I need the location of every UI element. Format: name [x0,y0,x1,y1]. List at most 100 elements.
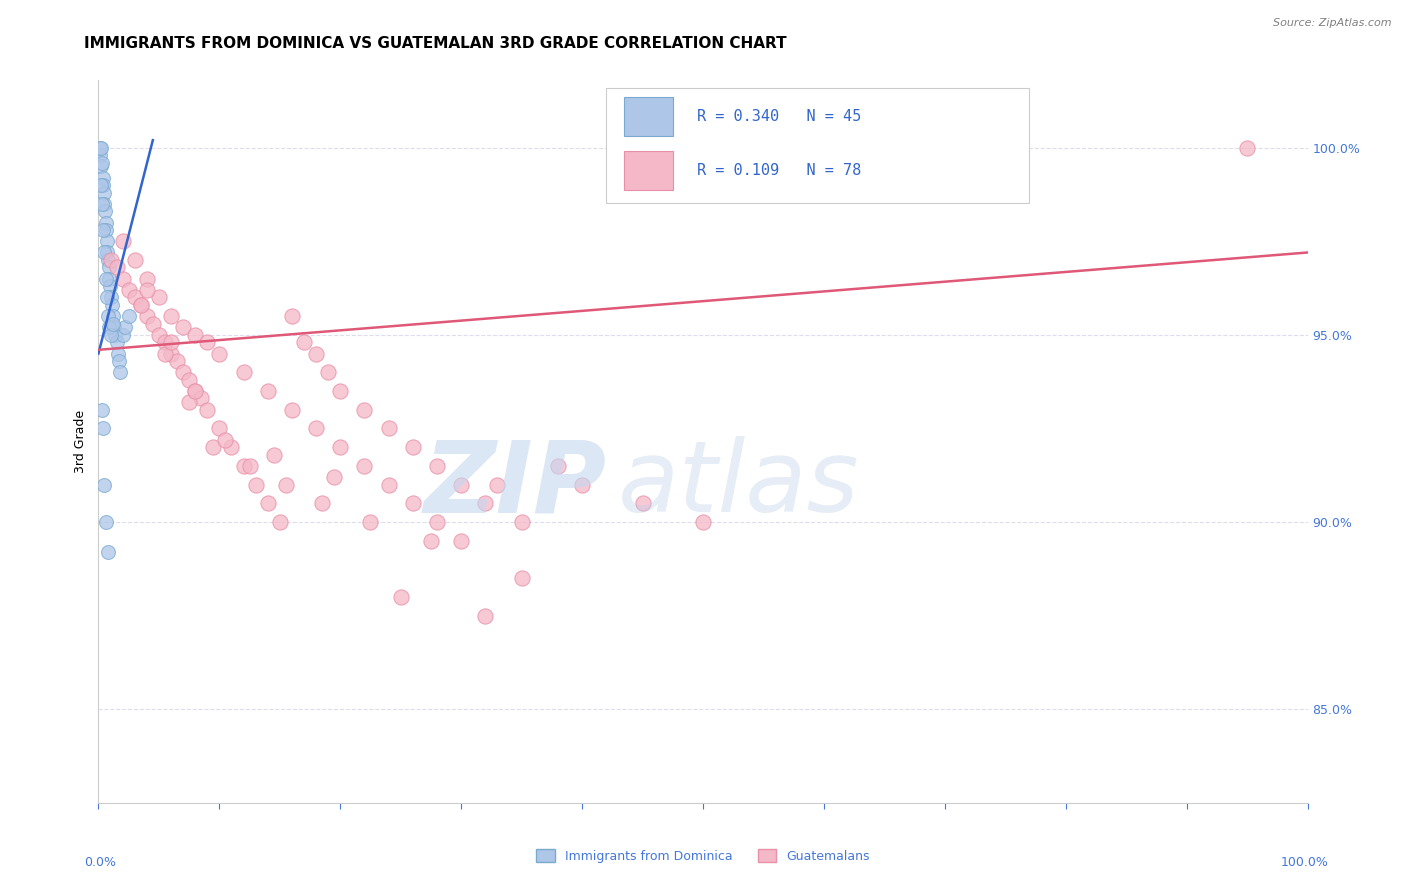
Point [360,515,382,529]
Point [281,309,304,323]
Point [269,515,291,529]
Point [172,365,194,379]
Point [160,335,183,350]
Point [179,373,201,387]
Text: Source: ZipAtlas.com: Source: ZipAtlas.com [1274,18,1392,28]
Point [239,458,262,473]
Point [166,354,188,368]
Point [91,223,114,237]
Point [195,335,218,350]
Point [221,440,243,454]
Point [100,290,122,304]
Point [184,384,207,398]
Point [129,298,152,312]
Point [91,178,114,193]
Point [329,440,352,454]
Point [96,290,118,304]
Point [89,141,111,155]
Point [135,271,157,285]
Point [1236,141,1258,155]
Point [101,317,124,331]
Point [100,252,122,267]
Point [172,320,194,334]
Point [103,320,125,334]
Point [263,448,285,462]
Point [474,608,496,623]
Point [184,384,207,398]
Point [96,245,118,260]
Point [89,148,111,162]
Point [135,309,157,323]
Point [377,421,399,435]
Point [100,327,122,342]
Point [153,346,176,360]
Point [353,402,375,417]
Point [208,421,231,435]
Legend: Immigrants from Dominica, Guatemalans: Immigrants from Dominica, Guatemalans [531,844,875,868]
Point [104,327,127,342]
Point [281,402,304,417]
Point [124,252,146,267]
Point [118,283,141,297]
Text: IMMIGRANTS FROM DOMINICA VS GUATEMALAN 3RD GRADE CORRELATION CHART: IMMIGRANTS FROM DOMINICA VS GUATEMALAN 3… [84,36,787,51]
Point [202,440,225,454]
Point [108,365,131,379]
Point [90,141,112,155]
Point [118,309,141,323]
Point [232,365,254,379]
Point [111,271,134,285]
Point [98,271,121,285]
Point [98,279,121,293]
Point [114,320,136,334]
Point [93,477,115,491]
Text: 100.0%: 100.0% [1281,856,1329,870]
Point [90,178,112,193]
Point [160,346,183,360]
Point [90,160,112,174]
Y-axis label: 3rd Grade: 3rd Grade [73,410,87,473]
Point [256,496,278,510]
Point [214,433,236,447]
Point [450,477,472,491]
Point [148,327,170,342]
Point [100,298,122,312]
Point [184,327,207,342]
Point [94,215,117,229]
Point [96,234,118,248]
FancyBboxPatch shape [606,87,1029,203]
Point [94,515,117,529]
Point [305,346,328,360]
Point [105,260,128,275]
Point [311,496,333,510]
Point [97,260,120,275]
Point [420,533,443,548]
Point [510,571,533,585]
Point [101,309,124,323]
Text: 0.0%: 0.0% [84,856,117,870]
Point [94,204,117,219]
Point [93,186,115,200]
FancyBboxPatch shape [624,151,672,191]
Point [97,545,120,559]
Text: R = 0.109   N = 78: R = 0.109 N = 78 [697,163,862,178]
Point [108,354,131,368]
Point [129,298,152,312]
Point [547,458,569,473]
Point [402,496,425,510]
Point [486,477,509,491]
Point [93,196,115,211]
Point [426,515,449,529]
Point [111,327,134,342]
Point [97,252,120,267]
Point [571,477,593,491]
Point [323,470,346,484]
Point [474,496,496,510]
Point [179,395,201,409]
Point [160,309,183,323]
Point [389,590,412,604]
Point [91,196,114,211]
Point [256,384,278,398]
Point [195,402,218,417]
Point [190,392,212,406]
Point [142,317,165,331]
